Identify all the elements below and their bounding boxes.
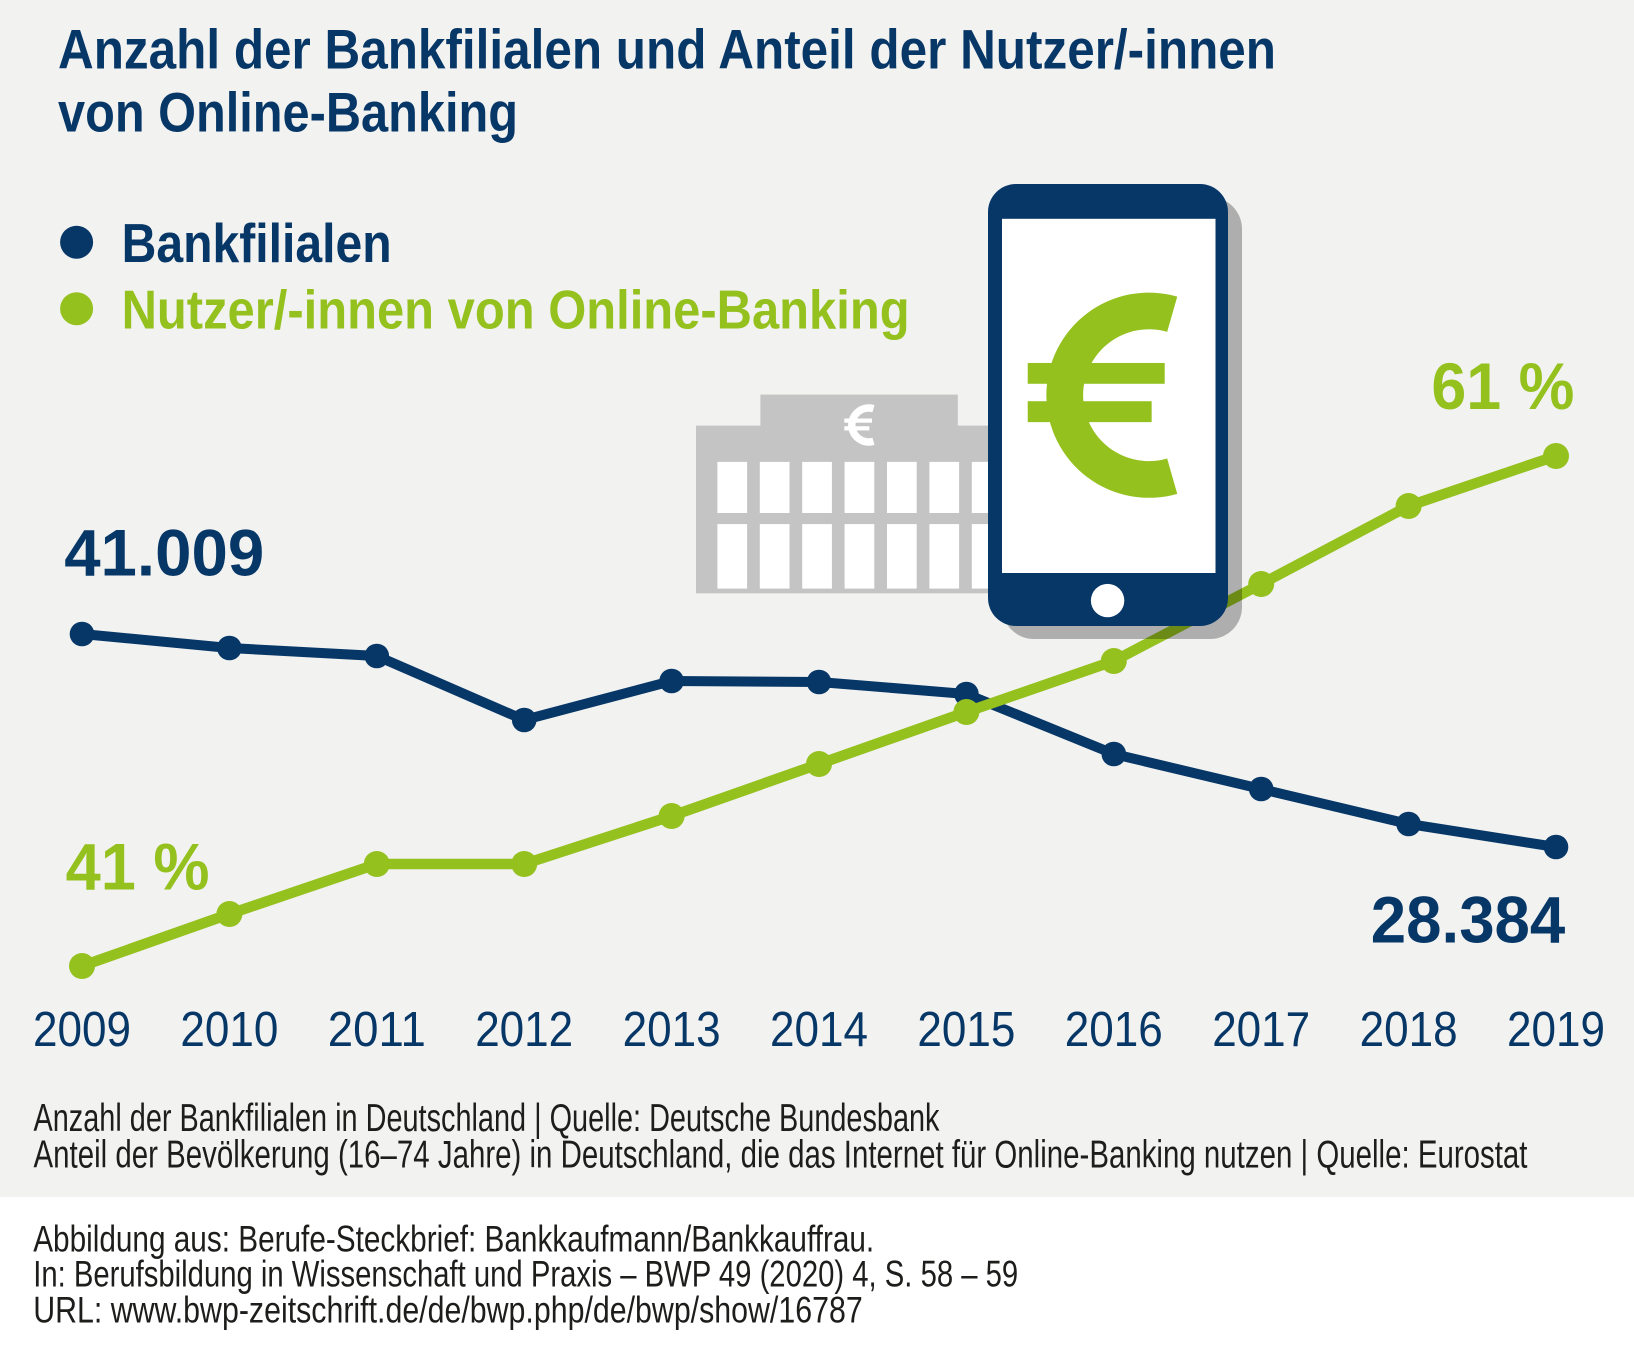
svg-text:2011: 2011 xyxy=(328,1003,426,1057)
svg-text:2012: 2012 xyxy=(475,1003,573,1057)
svg-text:2018: 2018 xyxy=(1360,1003,1458,1057)
svg-text:URL: www.bwp-zeitschrift.de/de: URL: www.bwp-zeitschrift.de/de/bwp.php/d… xyxy=(33,1289,863,1330)
svg-text:28.384: 28.384 xyxy=(1371,883,1566,957)
svg-text:41.009: 41.009 xyxy=(64,516,264,590)
svg-text:41 %: 41 % xyxy=(66,830,210,904)
svg-text:Anteil der Bevölkerung (16–74: Anteil der Bevölkerung (16–74 Jahre) in … xyxy=(34,1134,1528,1177)
svg-text:2009: 2009 xyxy=(33,1003,131,1057)
svg-text:Bankfilialen: Bankfilialen xyxy=(122,212,392,274)
svg-text:2017: 2017 xyxy=(1212,1003,1310,1057)
svg-text:Abbildung aus: Berufe-Steckbri: Abbildung aus: Berufe-Steckbrief: Bankka… xyxy=(33,1219,874,1260)
svg-text:2010: 2010 xyxy=(180,1003,278,1057)
svg-text:2013: 2013 xyxy=(623,1003,721,1057)
svg-text:61 %: 61 % xyxy=(1431,349,1574,423)
svg-text:Anzahl der Bankfilialen und An: Anzahl der Bankfilialen und Anteil der N… xyxy=(58,17,1276,80)
svg-text:2015: 2015 xyxy=(917,1003,1015,1057)
svg-text:Anzahl der Bankfilialen in Deu: Anzahl der Bankfilialen in Deutschland |… xyxy=(34,1097,941,1140)
svg-text:2016: 2016 xyxy=(1065,1003,1163,1057)
svg-text:2019: 2019 xyxy=(1507,1003,1605,1057)
svg-text:2014: 2014 xyxy=(770,1003,868,1057)
svg-text:von Online-Banking: von Online-Banking xyxy=(58,80,518,143)
svg-text:Nutzer/-innen von Online-Banki: Nutzer/-innen von Online-Banking xyxy=(122,278,910,340)
svg-text:In: Berufsbildung in Wissensch: In: Berufsbildung in Wissenschaft und Pr… xyxy=(33,1254,1018,1295)
